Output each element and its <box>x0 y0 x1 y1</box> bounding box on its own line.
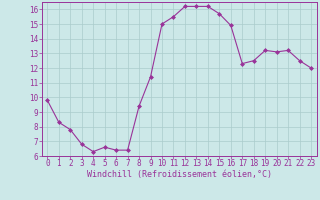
X-axis label: Windchill (Refroidissement éolien,°C): Windchill (Refroidissement éolien,°C) <box>87 170 272 179</box>
